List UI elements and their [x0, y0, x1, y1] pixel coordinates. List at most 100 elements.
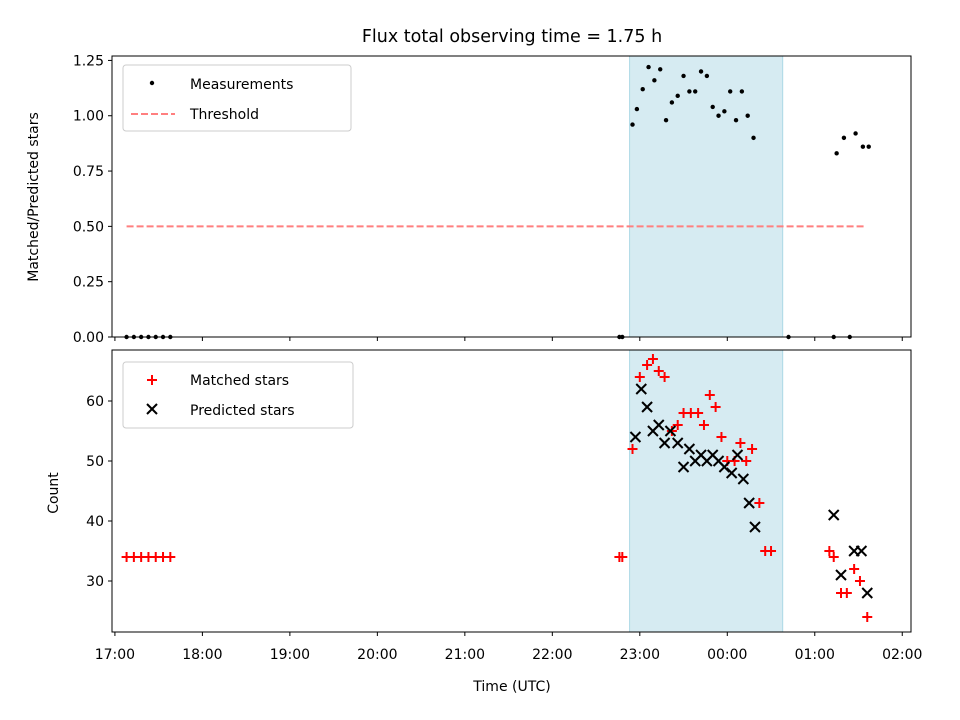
- y-tick-label: 40: [86, 514, 104, 530]
- chart-title: Flux total observing time = 1.75 h: [362, 27, 662, 47]
- measurement-point: [745, 113, 750, 118]
- x-tick-label: 00:00: [707, 647, 747, 663]
- predicted-point: [737, 473, 750, 485]
- x-axis-label: Time (UTC): [472, 679, 550, 695]
- legend-threshold-label: Threshold: [189, 107, 259, 123]
- matched-point: [716, 432, 727, 442]
- matched-point: [642, 360, 653, 370]
- measurement-point: [681, 73, 686, 79]
- y-tick-label: 50: [86, 454, 104, 470]
- matched-point: [666, 426, 677, 436]
- predicted-point: [749, 521, 761, 533]
- x-tick-label: 21:00: [445, 647, 485, 663]
- matched-point: [862, 612, 873, 622]
- x-tick-label: 01:00: [795, 647, 835, 663]
- legend-matched-marker: [147, 375, 157, 385]
- bottom-legend: Matched stars Predicted stars: [122, 361, 354, 429]
- y-tick-label: 1.00: [73, 109, 104, 125]
- measurement-point: [640, 86, 645, 92]
- measurement-point: [663, 117, 669, 123]
- predicted-point: [835, 569, 847, 581]
- measurement-point: [841, 135, 847, 141]
- y-tick-label: 0.25: [73, 275, 104, 291]
- axes-frame: [111, 349, 912, 633]
- measurement-point: [834, 151, 839, 156]
- x-tick-label: 02:00: [882, 647, 922, 663]
- measurement-point: [646, 64, 651, 70]
- highlight-span: [629, 55, 784, 338]
- measurement-point: [710, 104, 715, 110]
- measurement-point: [658, 67, 663, 72]
- x-tick-label: 18:00: [182, 647, 222, 663]
- matched-point: [828, 552, 839, 562]
- matched-point: [854, 576, 865, 586]
- matched-point: [165, 552, 176, 562]
- top-panel: 0.00 0.25 0.50 0.75 1.00 1.25: [73, 53, 912, 346]
- x-tick-label: 22:00: [532, 647, 572, 663]
- measurement-point: [693, 89, 698, 94]
- matched-point: [617, 552, 628, 562]
- matched-point: [841, 588, 852, 598]
- y-tick-label: 1.25: [73, 53, 104, 69]
- predicted-point: [731, 449, 744, 461]
- predicted-point: [672, 437, 684, 449]
- y-tick-label: 0.50: [73, 219, 104, 235]
- y-tick-label: 0.00: [73, 330, 104, 346]
- measurement-point: [853, 131, 858, 136]
- x-tick-label: 20:00: [357, 647, 397, 663]
- series-predicted-stars: [629, 383, 873, 599]
- measurement-point: [669, 100, 675, 105]
- measurement-point: [630, 122, 635, 127]
- predicted-point: [664, 425, 677, 437]
- x-tick-label: 17:00: [95, 647, 135, 663]
- matched-point: [698, 420, 709, 430]
- x-tick-label: 19:00: [270, 647, 310, 663]
- measurement-point: [728, 89, 733, 94]
- matched-point: [693, 408, 704, 418]
- predicted-point: [653, 419, 665, 431]
- matched-point: [824, 546, 835, 556]
- measurement-point: [698, 69, 704, 74]
- matched-point: [766, 546, 777, 556]
- top-legend-box: [122, 64, 352, 132]
- matched-point: [747, 444, 758, 454]
- matched-point: [754, 498, 765, 508]
- axes-frame: [111, 55, 912, 338]
- measurement-point: [716, 113, 721, 118]
- measurement-point: [652, 78, 657, 83]
- matched-point: [653, 366, 664, 376]
- predicted-point: [677, 461, 690, 473]
- matched-point: [659, 372, 670, 382]
- legend-predicted-marker: [146, 403, 158, 415]
- predicted-point: [743, 497, 755, 509]
- matched-point: [735, 438, 746, 448]
- matched-point: [741, 456, 752, 466]
- measurement-point: [675, 93, 680, 99]
- predicted-point: [635, 383, 647, 395]
- legend-predicted-label: Predicted stars: [190, 403, 295, 419]
- measurement-point: [739, 89, 745, 94]
- measurement-point: [687, 89, 692, 94]
- y-tick-label: 0.75: [73, 164, 104, 180]
- y-tick-label: 30: [86, 574, 104, 590]
- predicted-point: [629, 431, 642, 443]
- y-tick-label: 60: [86, 394, 104, 410]
- predicted-point: [658, 437, 671, 449]
- measurement-point: [866, 144, 871, 149]
- predicted-point: [855, 545, 868, 557]
- bottom-legend-box: [122, 361, 354, 429]
- matched-point: [627, 444, 638, 454]
- predicted-point: [861, 587, 873, 599]
- predicted-point: [828, 509, 840, 521]
- measurement-point: [733, 117, 739, 123]
- measurement-point: [860, 144, 866, 149]
- matched-point: [710, 402, 721, 412]
- matched-point: [672, 420, 683, 430]
- matched-point: [647, 354, 658, 364]
- matched-point: [634, 372, 645, 382]
- legend-measurements-label: Measurements: [190, 77, 293, 93]
- matched-point: [849, 564, 860, 574]
- legend-matched-label: Matched stars: [190, 373, 289, 389]
- predicted-point: [683, 443, 696, 455]
